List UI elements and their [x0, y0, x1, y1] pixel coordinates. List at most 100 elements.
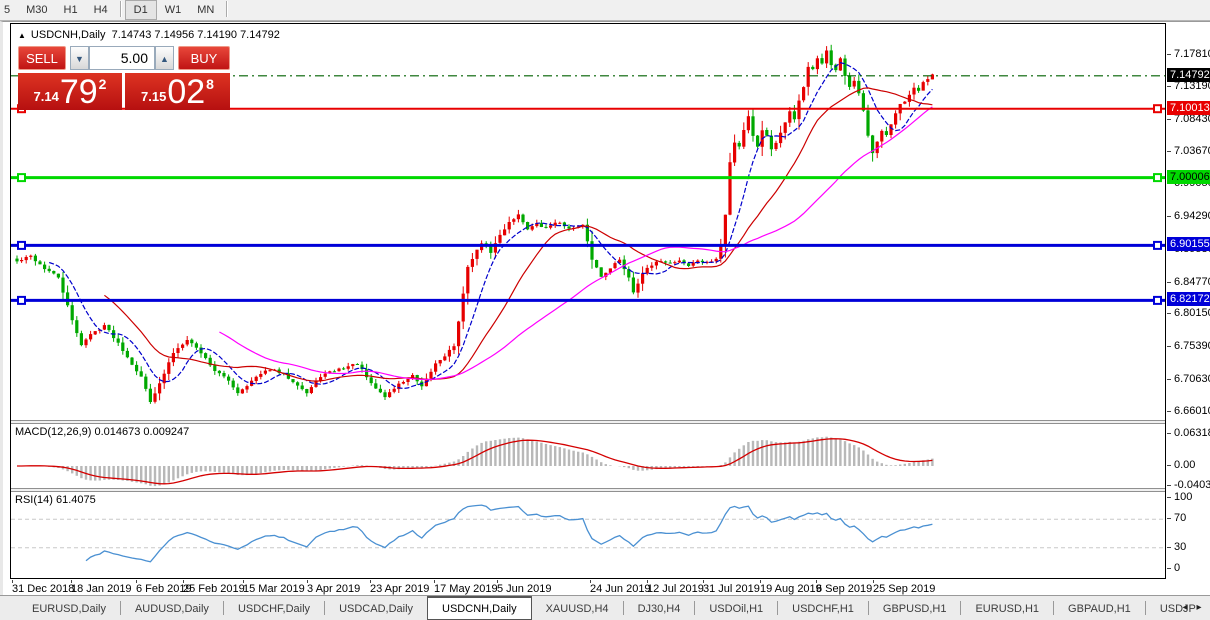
date-axis[interactable]: 31 Dec 2018 18 Jan 2019 6 Feb 2019 25 Feb 2… — [10, 580, 1166, 596]
chart-tab-audusd-daily[interactable]: AUDUSD,Daily — [134, 603, 209, 615]
macd-pane[interactable]: MACD(12,26,9) 0.014673 0.009247 — [11, 424, 1165, 488]
buy-price-sup: 8 — [206, 76, 214, 92]
green-hline-tag: 7.00006 — [1167, 170, 1210, 184]
macd-label: MACD(12,26,9) 0.014673 0.009247 — [15, 426, 190, 438]
price-tick-label: 7.17810 — [1174, 48, 1210, 60]
chart-window: ▲ USDCNH,Daily 7.14743 7.14956 7.14190 7.… — [0, 21, 1210, 596]
rsi-tick-label: 100 — [1174, 491, 1193, 503]
date-tick-label: 24 Jun 2019 — [590, 583, 651, 595]
chart-tab-usdchf-daily[interactable]: USDCHF,Daily — [237, 603, 311, 615]
price-tick — [1167, 119, 1171, 120]
date-tick-label: 18 Jan 2019 — [71, 583, 132, 595]
volume-input[interactable] — [89, 46, 155, 70]
candlestick-chart[interactable] — [11, 24, 1165, 420]
symbol-period-label: USDCNH,Daily — [30, 29, 106, 41]
red-hline-tag: 7.10013 — [1167, 101, 1210, 115]
tab-separator — [622, 600, 624, 615]
pane-separator[interactable] — [11, 488, 1165, 492]
rsi-pane[interactable]: RSI(14) 61.4075 — [11, 492, 1165, 578]
chart-tab-usdjp[interactable]: USDJP — [1159, 603, 1196, 615]
date-tick — [71, 580, 72, 583]
rsi-tick-label: 0 — [1174, 562, 1181, 574]
tab-separator — [867, 600, 869, 615]
date-tick — [590, 580, 591, 583]
timeframe-button-h1[interactable]: H1 — [63, 4, 78, 16]
timeframe-button-5[interactable]: 5 — [4, 4, 11, 16]
macd-tick — [1167, 433, 1171, 434]
tab-scroll-left-icon[interactable]: ◂ — [1182, 602, 1188, 613]
sell-price-big: 79 — [59, 73, 98, 111]
sell-price-display[interactable]: 7.14 79 2 — [18, 73, 122, 110]
date-tick — [136, 580, 137, 583]
date-tick-label: 15 Mar 2019 — [243, 583, 305, 595]
buy-price-small: 7.15 — [141, 89, 167, 104]
tab-separator — [324, 600, 326, 615]
rsi-tick-label: 30 — [1174, 541, 1187, 553]
volume-increase-button[interactable]: ▲ — [155, 46, 174, 70]
chart-tab-bar: EURUSD,Daily AUDUSD,Daily USDCHF,Daily USDC… — [0, 595, 1210, 620]
rsi-tick-label: 70 — [1174, 512, 1187, 524]
price-tick-label: 7.13190 — [1174, 80, 1210, 92]
chart-tab-dj30-h4[interactable]: DJ30,H4 — [637, 603, 681, 615]
price-tick-label: 6.75390 — [1174, 340, 1210, 352]
date-tick-label: 31 Jul 2019 — [703, 583, 760, 595]
date-tick — [307, 580, 308, 583]
tab-separator — [222, 600, 224, 615]
date-tick — [370, 580, 371, 583]
tab-separator — [119, 600, 121, 615]
price-tick — [1167, 216, 1171, 217]
price-tick-label: 7.08430 — [1174, 113, 1210, 125]
chart-tab-usdcad-daily[interactable]: USDCAD,Daily — [339, 603, 414, 615]
price-tick-label: 6.80150 — [1174, 307, 1210, 319]
toolbar-separator — [119, 0, 121, 17]
date-tick-label: 19 Aug 2019 — [760, 583, 822, 595]
timeframe-button-d1[interactable]: D1 — [124, 0, 157, 20]
chart-tab-usdcnh-daily[interactable]: USDCNH,Daily — [427, 596, 532, 620]
date-tick — [760, 580, 761, 583]
collapse-arrow-icon[interactable]: ▲ — [18, 31, 26, 40]
chart-tab-usdchf-h1[interactable]: USDCHF,H1 — [792, 603, 854, 615]
volume-decrease-button[interactable]: ▼ — [70, 46, 89, 70]
date-tick — [816, 580, 817, 583]
price-tick — [1167, 54, 1171, 55]
timeframe-button-m30[interactable]: M30 — [26, 4, 48, 16]
chart-tab-xauusd-h4[interactable]: XAUUSD,H4 — [545, 603, 609, 615]
price-pane[interactable]: ▲ USDCNH,Daily 7.14743 7.14956 7.14190 7.… — [11, 24, 1165, 420]
ohlc-line: ▲ USDCNH,Daily 7.14743 7.14956 7.14190 7.… — [18, 29, 280, 41]
macd-tick — [1167, 485, 1171, 486]
date-tick-label: 23 Apr 2019 — [370, 583, 430, 595]
rsi-label: RSI(14) 61.4075 — [15, 494, 96, 506]
pane-separator[interactable] — [11, 420, 1165, 424]
blue-hline-tag-2: 6.82172 — [1167, 292, 1210, 306]
timeframe-button-mn[interactable]: MN — [197, 4, 215, 16]
sell-price-small: 7.14 — [33, 89, 59, 104]
rsi-tick — [1167, 547, 1171, 548]
price-tick-label: 6.94290 — [1174, 210, 1210, 222]
rsi-tick — [1167, 568, 1171, 569]
chart-tab-gbpaud-h1[interactable]: GBPAUD,H1 — [1068, 603, 1131, 615]
price-tick — [1167, 313, 1171, 314]
buy-price-display[interactable]: 7.15 02 8 — [125, 73, 230, 110]
buy-button[interactable]: BUY — [178, 46, 230, 70]
tab-scroll-right-icon[interactable]: ▸ — [1196, 602, 1202, 613]
price-axis[interactable]: 7.178107.131907.084307.036706.990506.942… — [1167, 23, 1210, 579]
chart-tab-eurusd-daily[interactable]: EURUSD,Daily — [32, 603, 106, 615]
date-tick-label: 25 Sep 2019 — [873, 583, 936, 595]
blue-hline-tag-1: 6.90155 — [1167, 237, 1210, 251]
date-tick — [497, 580, 498, 583]
chart-plot-area[interactable]: ▲ USDCNH,Daily 7.14743 7.14956 7.14190 7.… — [10, 23, 1166, 579]
timeframe-toolbar: 5 M30 H1 H4 D1 W1 MN — [0, 0, 1210, 21]
date-tick — [243, 580, 244, 583]
timeframe-button-w1[interactable]: W1 — [164, 4, 182, 16]
date-tick-label: 5 Jun 2019 — [497, 583, 552, 595]
chart-tab-gbpusd-h1[interactable]: GBPUSD,H1 — [882, 603, 947, 615]
one-click-trade-panel: SELL ▼ ▲ BUY 7.14 79 2 7.15 02 8 — [18, 46, 230, 110]
price-tick — [1167, 86, 1171, 87]
sell-button[interactable]: SELL — [18, 46, 66, 70]
price-tick-label: 7.03670 — [1174, 145, 1210, 157]
chart-tab-eurusd-h1[interactable]: EURUSD,H1 — [975, 603, 1040, 615]
timeframe-button-h4[interactable]: H4 — [93, 4, 108, 16]
chart-tab-usdoil-h1[interactable]: USDOil,H1 — [709, 603, 764, 615]
date-tick — [12, 580, 13, 583]
date-tick-label: 17 May 2019 — [434, 583, 498, 595]
